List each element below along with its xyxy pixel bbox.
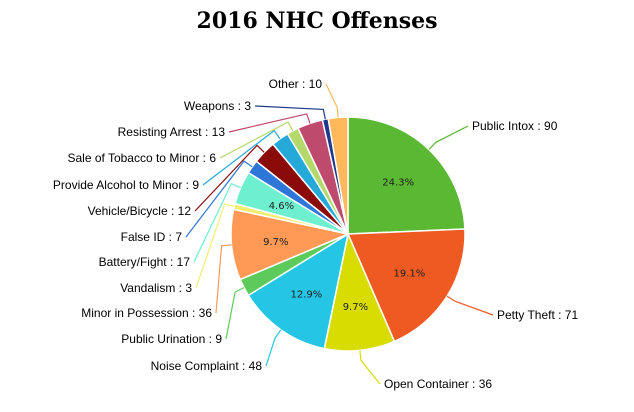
pie-slice-petty-theft — [346, 228, 466, 343]
percent-label: 4.6% — [269, 201, 294, 212]
percent-label: 19.1% — [394, 269, 426, 280]
callout-label: Other : 10 — [269, 77, 323, 91]
callout-label: Petty Theft : 71 — [497, 308, 578, 322]
callout-leader-line — [219, 121, 294, 159]
callout-label: Provide Alcohol to Minor : 9 — [53, 178, 199, 192]
callout-leader-line — [193, 182, 241, 263]
callout-label: Weapons : 3 — [184, 99, 251, 113]
callout-leader-line — [254, 105, 326, 120]
callout-leader-line — [228, 113, 311, 133]
callout-leader-line — [446, 295, 494, 316]
pie-slice-public-intox — [347, 116, 466, 235]
callout-leader-line — [195, 203, 235, 289]
percent-label: 24.3% — [382, 178, 414, 189]
callout-leader-line — [215, 244, 232, 314]
chart-title: 2016 NHC Offenses — [196, 8, 438, 34]
callout-label: Open Container : 36 — [384, 377, 492, 391]
callout-leader-line — [325, 83, 339, 118]
percent-label: 9.7% — [343, 302, 368, 313]
callout-label: Public Intox : 90 — [472, 119, 558, 133]
pie-slices — [230, 116, 466, 352]
callout-labels: Public Intox : 90 Petty Theft : 71 Open Co… — [53, 77, 579, 391]
callout-leader-line — [202, 129, 281, 186]
callout-label: Sale of Tobacco to Minor : 6 — [67, 151, 216, 165]
callout-label: Resisting Arrest : 13 — [118, 125, 226, 139]
callout-leader-line — [225, 287, 245, 340]
percent-label: 9.7% — [263, 237, 288, 248]
callout-leader-line — [359, 350, 381, 385]
callout-leader-line — [194, 144, 265, 212]
callout-label: False ID : 7 — [121, 230, 183, 244]
callout-label: Minor in Possession : 36 — [81, 306, 212, 320]
callout-label: Vandalism : 3 — [120, 281, 192, 295]
callout-label: Vehicle/Bicycle : 12 — [88, 204, 192, 218]
callout-label: Noise Complaint : 48 — [151, 359, 263, 373]
pie-slice-other — [327, 116, 349, 235]
callout-leader-lines — [185, 83, 494, 385]
callout-leader-line — [265, 329, 282, 367]
callout-leader-line — [428, 125, 469, 150]
pie-slice-noise-complaint — [247, 232, 350, 350]
percent-labels: 24.3% 19.1% 9.7% 12.9% 9.7% 4.6% — [263, 178, 425, 314]
callout-label: Battery/Fight : 17 — [99, 255, 191, 269]
callout-label: Public Urination : 9 — [121, 332, 222, 346]
percent-label: 12.9% — [291, 289, 323, 300]
callout-leader-line — [185, 160, 253, 238]
